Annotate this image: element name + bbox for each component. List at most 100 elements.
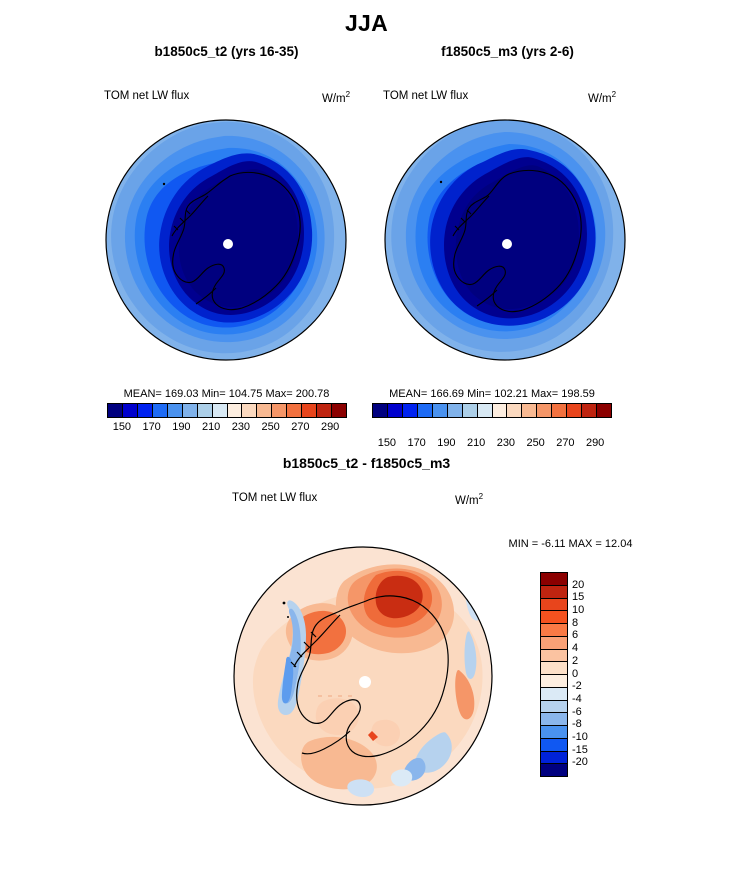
unit-exponent-left: 2: [345, 90, 351, 99]
colorbar-difference: [540, 572, 568, 777]
colorbar-segment-3: [152, 404, 168, 417]
coastline-right: [439, 169, 582, 313]
colorbar-segment-5: [447, 404, 463, 417]
unit-text-right: W/m: [588, 92, 612, 105]
colorbar-segment-12: [552, 404, 568, 417]
variable-label-diff: TOM net LW flux: [232, 492, 318, 504]
diff-tick-label-6: 6: [572, 629, 579, 642]
south-pole-marker-right: [502, 239, 512, 249]
tick-label-230: 230: [231, 421, 251, 433]
colorbar-segment-8: [492, 404, 508, 417]
colorbar-segment-14: [582, 404, 598, 417]
diff-tick-label-15: 15: [572, 591, 585, 604]
colorbar-diff-segment-1: [541, 585, 567, 599]
map-right-fill-layer: [385, 120, 625, 360]
colorbar-segment-4: [167, 404, 183, 417]
colorbar-segment-1: [122, 404, 138, 417]
colorbar-segment-0: [108, 404, 123, 417]
colorbar-right-ticks: 150 170 190 210 230 250 270 290: [372, 437, 610, 453]
colorbar-diff-segment-9: [541, 687, 567, 701]
map-left-outline: [105, 119, 347, 361]
tick-label-270: 270: [556, 437, 575, 449]
colorbar-difference-ticks: 20 15 10 8 6 4 2 0 -2 -4 -6 -8 -10 -15 -20: [572, 565, 616, 780]
colorbar-segment-7: [477, 404, 493, 417]
variable-label-left: TOM net LW flux: [104, 90, 190, 102]
colorbar-diff-segment-0: [541, 573, 567, 586]
colorbar-segment-2: [402, 404, 418, 417]
diff-tick-label--10: -10: [572, 730, 588, 743]
colorbar-diff-segment-10: [541, 700, 567, 714]
colorbar-segment-6: [462, 404, 478, 417]
colorbar-diff-segment-14: [541, 751, 567, 765]
coastline-diff: [282, 595, 449, 758]
colorbar-segment-5: [182, 404, 198, 417]
unit-label-diff: W/m2: [455, 492, 483, 507]
polar-map-right-svg: [384, 119, 626, 361]
tick-label-250: 250: [526, 437, 545, 449]
diff-tick-label-0: 0: [572, 667, 579, 680]
diff-tick-label-8: 8: [572, 616, 579, 629]
colorbar-right: [372, 403, 612, 418]
diff-tick-label-4: 4: [572, 642, 579, 655]
colorbar-diff-segment-6: [541, 649, 567, 663]
colorbar-diff-segment-8: [541, 675, 567, 688]
map-right-outline: [384, 119, 626, 361]
colorbar-segment-9: [507, 404, 523, 417]
colorbar-diff-segment-15: [541, 764, 567, 776]
polar-map-difference: [232, 545, 494, 807]
tick-label-170: 170: [407, 437, 426, 449]
diff-tick-label-20: 20: [572, 578, 585, 591]
tick-label-290: 290: [585, 437, 605, 449]
tick-label-230: 230: [496, 437, 516, 449]
tick-label-190: 190: [172, 421, 191, 433]
colorbar-segment-8: [227, 404, 243, 417]
stats-left: MEAN= 169.03 Min= 104.75 Max= 200.78: [123, 388, 330, 400]
colorbar-left: [107, 403, 347, 418]
colorbar-segment-11: [272, 404, 288, 417]
colorbar-diff-segment-4: [541, 624, 567, 637]
polar-map-b1850c5-t2: [104, 118, 348, 362]
map-diff-outline: [233, 546, 493, 806]
tick-label-290: 290: [320, 421, 340, 433]
colorbar-segment-11: [537, 404, 553, 417]
diff-tick-label--8: -8: [572, 718, 582, 731]
diff-panel-title: b1850c5_t2 - f1850c5_m3: [282, 455, 451, 471]
colorbar-diff-segment-13: [541, 738, 567, 752]
polar-map-f1850c5-m3: [383, 118, 627, 362]
colorbar-segment-1: [387, 404, 403, 417]
unit-label-right: W/m2: [588, 90, 616, 105]
colorbar-segment-9: [242, 404, 258, 417]
unit-text-diff: W/m: [455, 494, 479, 507]
colorbar-segment-10: [257, 404, 273, 417]
map-diff-fill-layer: [234, 547, 492, 805]
diff-tick-label--15: -15: [572, 743, 588, 756]
south-pole-marker-diff: [360, 677, 370, 687]
colorbar-segment-12: [287, 404, 303, 417]
colorbar-diff-segment-5: [541, 636, 567, 650]
polar-map-diff-svg: [233, 546, 493, 806]
stats-right: MEAN= 166.69 Min= 102.21 Max= 198.59: [389, 388, 595, 400]
tick-label-270: 270: [291, 421, 310, 433]
tick-label-250: 250: [261, 421, 280, 433]
tick-label-150: 150: [377, 437, 397, 449]
tick-label-150: 150: [112, 421, 132, 433]
stats-diff: MIN = -6.11 MAX = 12.04: [508, 538, 633, 550]
colorbar-segment-6: [197, 404, 213, 417]
colorbar-segment-10: [522, 404, 538, 417]
page-title: JJA: [344, 10, 389, 36]
diff-tick-label--20: -20: [572, 756, 588, 769]
coastline-left: [162, 171, 301, 311]
tick-label-190: 190: [437, 437, 456, 449]
colorbar-segment-4: [432, 404, 448, 417]
colorbar-diff-segment-3: [541, 611, 567, 624]
unit-exponent-right: 2: [611, 90, 617, 99]
colorbar-segment-15: [597, 404, 611, 417]
colorbar-segment-13: [567, 404, 583, 417]
colorbar-segment-14: [317, 404, 333, 417]
colorbar-segment-7: [212, 404, 228, 417]
colorbar-diff-segment-2: [541, 598, 567, 612]
diff-tick-label--6: -6: [572, 705, 582, 718]
map-left-fill-layer: [106, 120, 346, 360]
colorbar-diff-segment-7: [541, 662, 567, 675]
diff-tick-label--2: -2: [572, 680, 582, 693]
